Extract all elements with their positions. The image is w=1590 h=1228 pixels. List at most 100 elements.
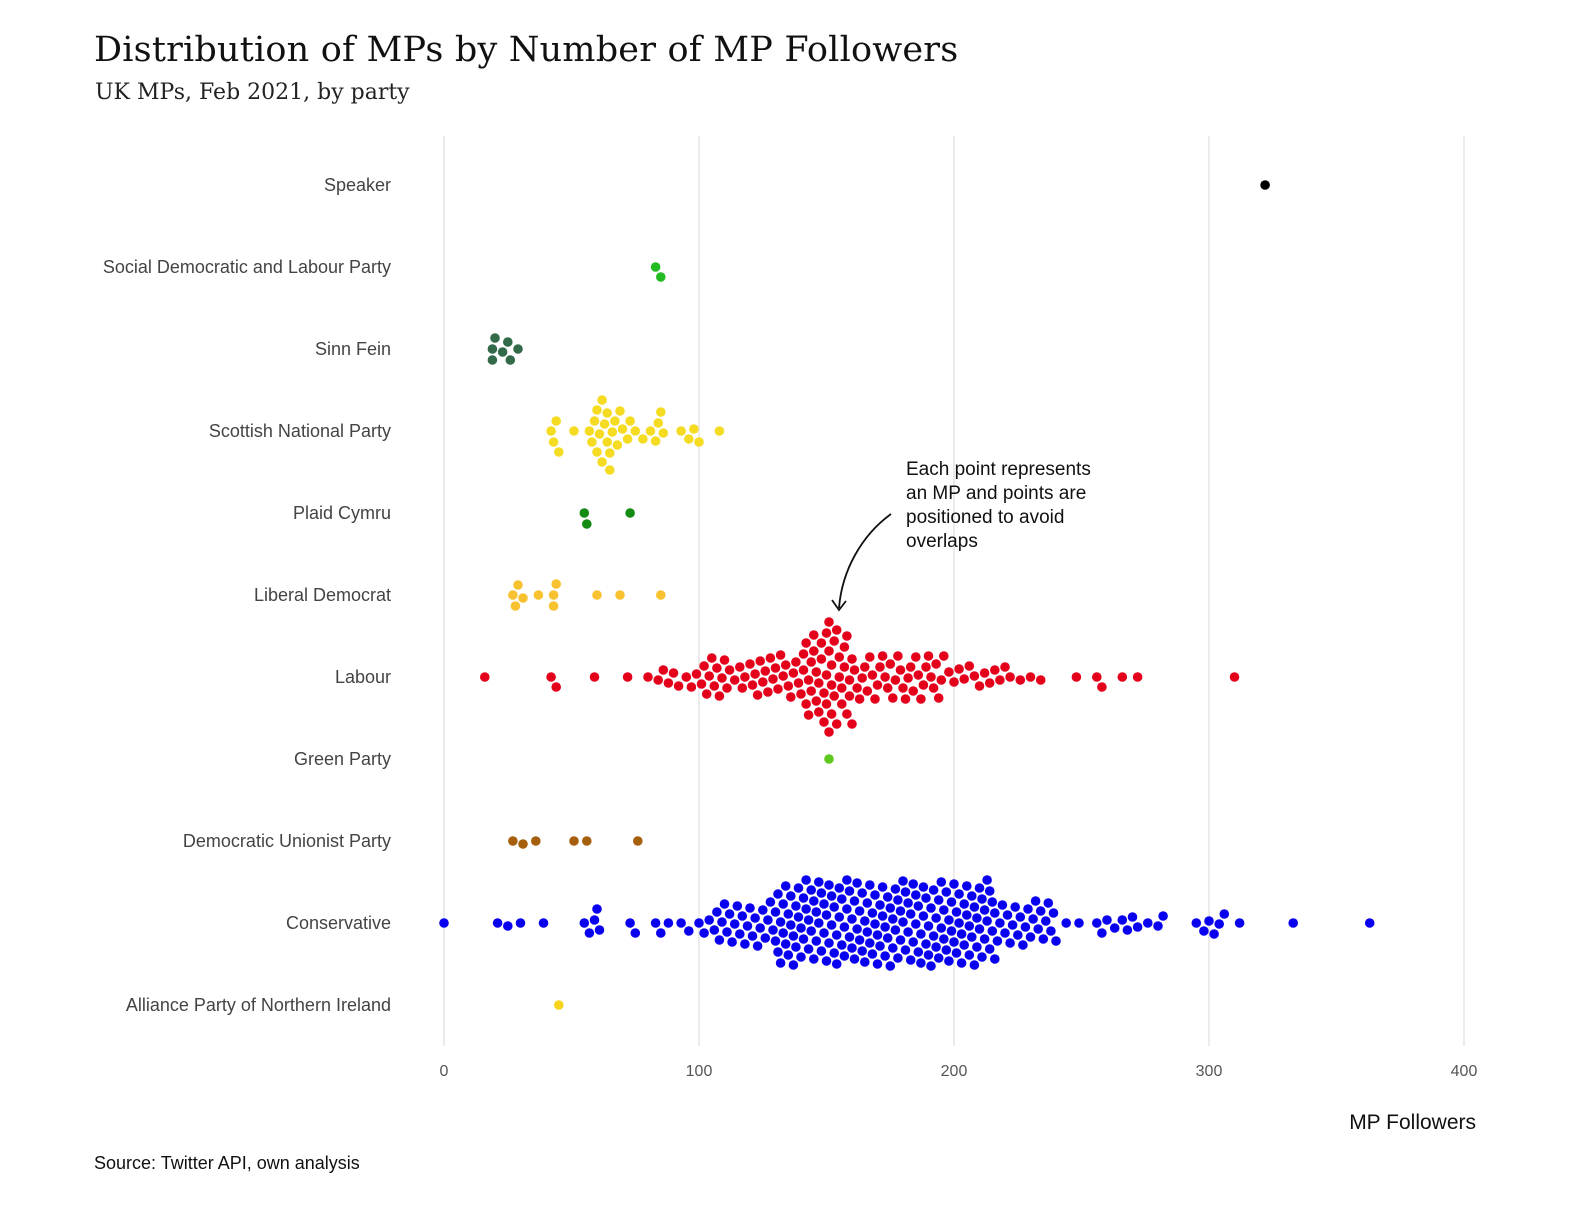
mp-point (908, 879, 918, 889)
mp-point (990, 954, 1000, 964)
mp-point (834, 652, 845, 662)
mp-point (908, 937, 918, 947)
mp-point (849, 954, 860, 964)
mp-point (513, 344, 523, 354)
mp-point (911, 919, 921, 929)
category-label: Conservative (286, 913, 391, 933)
mp-point (819, 688, 829, 698)
mp-point (1199, 926, 1209, 936)
mp-point (653, 675, 663, 685)
mp-point (809, 630, 819, 640)
mp-point (729, 675, 740, 685)
mp-point (755, 656, 765, 666)
mp-point (905, 909, 916, 919)
mp-point (867, 670, 878, 680)
mp-point (1035, 675, 1046, 685)
mp-point (737, 683, 748, 693)
mp-point (554, 1000, 564, 1010)
mp-point (755, 923, 765, 933)
mp-point (742, 921, 753, 931)
mp-point (602, 408, 612, 418)
mp-point (658, 665, 669, 675)
mp-point (1000, 662, 1010, 672)
mp-point (972, 913, 982, 923)
mp-point (798, 934, 809, 944)
mp-point (589, 915, 600, 925)
mp-point (650, 262, 661, 272)
mp-point (780, 939, 791, 949)
mp-point (811, 907, 822, 917)
mp-point (826, 660, 837, 670)
mp-point (1132, 672, 1143, 682)
mp-point (773, 684, 783, 694)
mp-point (508, 836, 518, 846)
category-label: Democratic Unionist Party (183, 831, 391, 851)
mp-point (584, 928, 595, 938)
mp-point (933, 895, 944, 905)
mp-point (984, 944, 995, 954)
mp-point (612, 440, 623, 450)
mp-point (1234, 918, 1245, 928)
mp-point (1117, 915, 1128, 925)
mp-point (783, 950, 794, 960)
mp-point (709, 681, 720, 691)
mp-point (931, 659, 941, 669)
mp-point (931, 913, 941, 923)
mp-point (844, 932, 855, 942)
mp-point (663, 678, 674, 688)
mp-point (956, 958, 967, 968)
mp-point (712, 663, 722, 673)
mp-point (979, 934, 990, 944)
mp-point (888, 943, 898, 953)
mp-point (895, 906, 906, 916)
x-axis-title: MP Followers (1349, 1111, 1476, 1134)
mp-point (819, 717, 829, 727)
mp-point (791, 657, 801, 667)
mp-point (956, 929, 967, 939)
mp-point (826, 891, 837, 901)
mp-point (673, 681, 684, 691)
mp-point (862, 898, 873, 908)
mp-point (821, 670, 832, 680)
mp-point (992, 936, 1003, 946)
category-label: Scottish National Party (209, 421, 391, 441)
mp-point (829, 902, 839, 912)
mp-point (809, 646, 819, 656)
mp-point (857, 673, 867, 683)
mp-point (885, 961, 896, 971)
mp-point (816, 654, 827, 664)
mp-point (551, 416, 561, 426)
mp-point (712, 907, 722, 917)
mp-point (617, 424, 628, 434)
mp-point (977, 952, 987, 962)
mp-point (589, 416, 600, 426)
mp-point (735, 662, 745, 672)
mp-point (732, 901, 743, 911)
mp-point (760, 666, 771, 676)
mp-point (928, 931, 939, 941)
mp-point (969, 671, 980, 681)
mp-point (735, 929, 745, 939)
mp-point (503, 337, 513, 347)
mp-point (676, 426, 686, 436)
mp-point (959, 940, 969, 950)
mp-point (995, 918, 1005, 928)
mp-point (806, 885, 816, 895)
mp-point (788, 668, 799, 678)
mp-point (778, 899, 788, 909)
mp-point (842, 709, 852, 719)
mp-point (964, 661, 975, 671)
mp-point (865, 938, 875, 948)
mp-point (982, 916, 992, 926)
mp-point (508, 590, 518, 600)
mp-point (1023, 904, 1033, 914)
mp-point (497, 347, 508, 357)
mp-point (936, 877, 947, 887)
mp-point (916, 958, 926, 968)
mp-point (582, 519, 592, 529)
mp-point (1061, 918, 1071, 928)
x-tick-label: 200 (941, 1063, 968, 1080)
mp-point (923, 921, 934, 931)
mp-point (862, 927, 873, 937)
mp-point (584, 426, 595, 436)
